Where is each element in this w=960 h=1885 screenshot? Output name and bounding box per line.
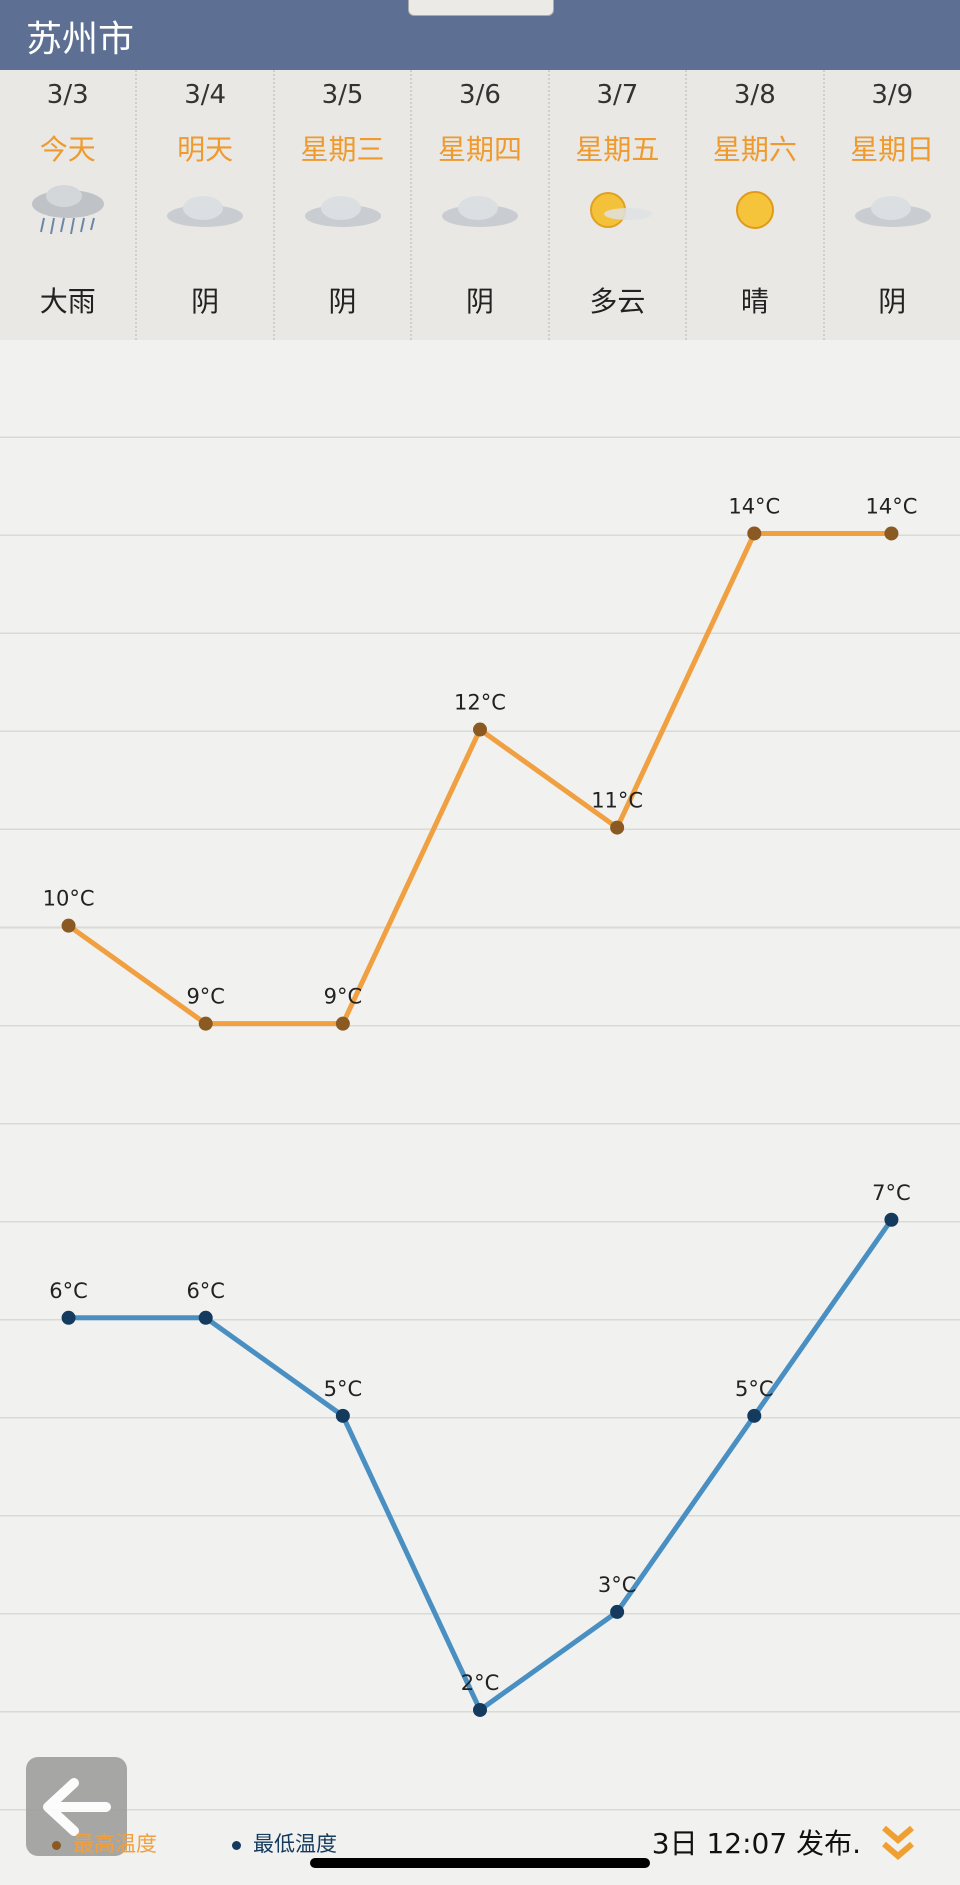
data-label: 6°C (49, 1279, 88, 1303)
point (198, 1016, 213, 1031)
cloud-icon (442, 196, 519, 227)
data-label: 6°C (186, 1279, 225, 1303)
data-label: 7°C (872, 1181, 911, 1205)
point (747, 1408, 762, 1423)
day: 3/3 今天 大雨 (0, 70, 138, 340)
weekday: 明天 (177, 133, 234, 166)
data-label: 3°C (598, 1573, 637, 1597)
point (884, 1212, 899, 1227)
forecast-row: 3/3 今天 大雨 3/4 明天 阴 3/5 星期三 阴 3/6 星期四 阴 3/7 星期… (0, 70, 960, 340)
cloud-icon (167, 196, 244, 227)
weekday: 星期四 (437, 133, 522, 166)
weather: 晴 (740, 285, 769, 318)
weather: 大雨 (39, 285, 96, 318)
point (61, 1310, 76, 1325)
weather: 阴 (878, 285, 907, 318)
data-label: 9°C (324, 985, 363, 1009)
data-label: 12°C (454, 691, 506, 715)
day: 3/5 星期三 阴 (275, 70, 413, 340)
data-label: 5°C (735, 1377, 774, 1401)
legend-entry: 最低温度 (232, 1828, 337, 1858)
weekday: 星期六 (712, 133, 797, 166)
point (884, 526, 899, 541)
cloud-icon (304, 196, 381, 227)
date: 3/3 (46, 80, 89, 110)
point (747, 526, 762, 541)
legend-label: 最高温度 (73, 1832, 157, 1856)
data-label: 11°C (591, 789, 643, 813)
date: 3/4 (184, 80, 227, 110)
date: 3/9 (871, 80, 914, 110)
legend-label: 最低温度 (253, 1832, 337, 1856)
date: 3/7 (596, 80, 639, 110)
point (335, 1408, 350, 1423)
point (335, 1016, 350, 1031)
weekday: 今天 (39, 133, 96, 166)
pull-tab[interactable] (408, 0, 554, 16)
home-indicator (310, 1858, 650, 1868)
weekday: 星期五 (575, 133, 660, 166)
publish-time: 3日 12:07 发布. (651, 1827, 861, 1860)
point (473, 1702, 487, 1717)
date: 3/5 (321, 80, 364, 110)
partly-cloudy-icon (589, 192, 652, 228)
chart-background (0, 340, 960, 1885)
point (473, 722, 487, 737)
date: 3/6 (459, 80, 501, 110)
cloud-icon (854, 196, 931, 227)
point (610, 820, 625, 835)
data-label: 2°C (461, 1671, 500, 1695)
more-button[interactable] (880, 1822, 916, 1862)
data-label: 14°C (728, 494, 780, 518)
weather: 多云 (589, 285, 646, 318)
day: 3/6 星期四 阴 (412, 70, 550, 340)
legend-dot (232, 1840, 241, 1850)
weekday: 星期三 (300, 133, 385, 166)
date: 3/8 (733, 80, 776, 110)
day: 3/4 明天 阴 (137, 70, 275, 340)
day: 3/8 星期六 晴 (687, 70, 825, 340)
point (198, 1310, 213, 1325)
weekday: 星期日 (850, 133, 935, 166)
day: 3/7 星期五 多云 (550, 70, 688, 340)
back-button[interactable] (26, 1757, 127, 1856)
data-label: 14°C (865, 494, 917, 518)
back-arrow (43, 1778, 111, 1836)
sun-icon (736, 191, 775, 229)
point (610, 1604, 625, 1619)
weather: 阴 (465, 285, 494, 318)
weather: 阴 (191, 285, 220, 318)
legend-entry: 最高温度 (52, 1828, 157, 1858)
city-name: 苏州市 (26, 19, 135, 60)
title-bar: 苏州市 (0, 0, 960, 70)
rain-icon (32, 185, 104, 235)
data-label: 5°C (324, 1377, 363, 1401)
day: 3/9 星期日 阴 (825, 70, 960, 340)
data-label: 9°C (186, 985, 225, 1009)
data-label: 10°C (43, 887, 95, 911)
point (61, 918, 76, 933)
legend-dot (52, 1840, 61, 1850)
line (67, 530, 892, 1027)
weather: 阴 (328, 285, 357, 318)
